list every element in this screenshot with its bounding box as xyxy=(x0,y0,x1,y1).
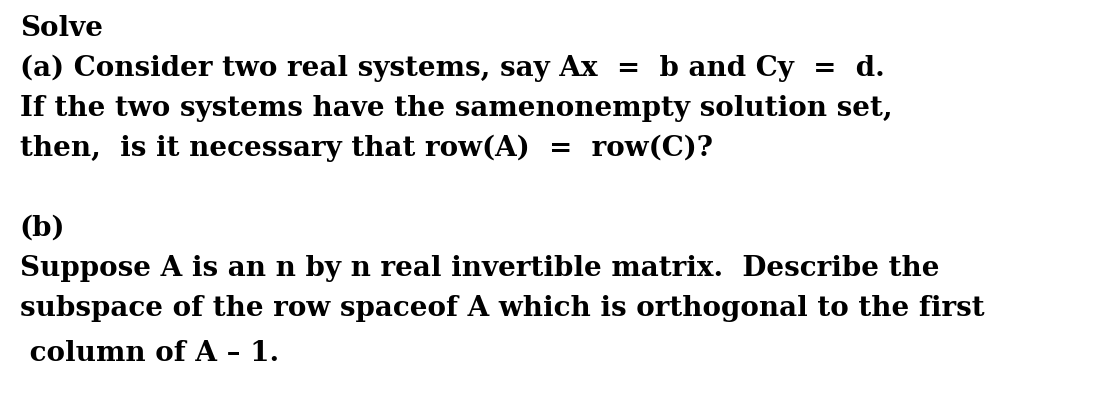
Text: (a) Consider two real systems, say Ax  =  b and Cy  =  d.: (a) Consider two real systems, say Ax = … xyxy=(20,55,884,82)
Text: Suppose A is an n by n real invertible matrix.  Describe the: Suppose A is an n by n real invertible m… xyxy=(20,255,939,282)
Text: (b): (b) xyxy=(20,215,66,242)
Text: If the two systems have the samenonempty solution set,: If the two systems have the samenonempty… xyxy=(20,95,892,122)
Text: subspace of the row spaceof A which is orthogonal to the first: subspace of the row spaceof A which is o… xyxy=(20,295,984,322)
Text: column of A – 1.: column of A – 1. xyxy=(20,340,278,367)
Text: then,  is it necessary that row(A)  =  row(C)?: then, is it necessary that row(A) = row(… xyxy=(20,135,712,162)
Text: Solve: Solve xyxy=(20,15,103,42)
